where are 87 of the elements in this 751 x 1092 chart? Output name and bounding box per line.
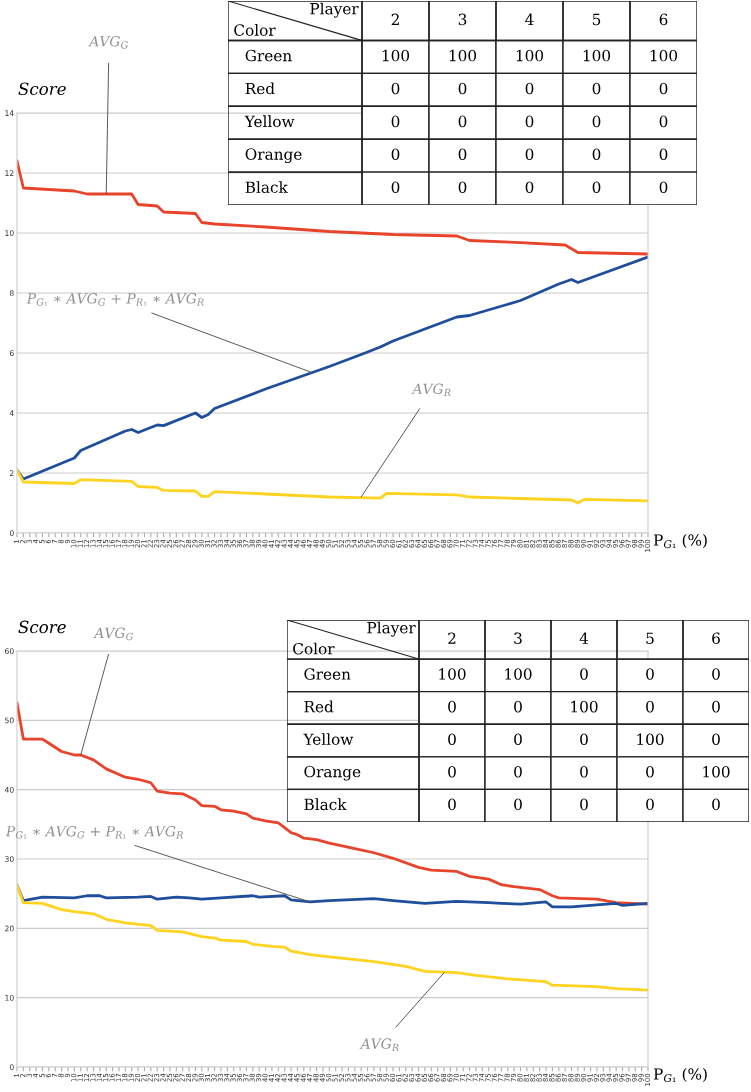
x-tick-label: 2 <box>391 13 399 25</box>
data-label: 0 <box>448 766 456 778</box>
data-label: 100 <box>505 668 532 680</box>
data-label: 0 <box>580 668 588 680</box>
data-label: 100 <box>439 668 466 680</box>
data-label: 0 <box>592 181 601 193</box>
x-tick-label: 4 <box>579 632 589 644</box>
x-axis-title: P$_{G₁}$ (%) <box>653 1067 707 1083</box>
annotation: AVG$_{G}$ <box>88 36 128 49</box>
x-tick-label: 3 <box>514 632 522 644</box>
y-axis-title: Color <box>293 642 335 655</box>
annotation: P$_{G₁}$ ∗ AVG$_{G}$ + P$_{R₁}$ ∗ AVG$_{R}$ <box>26 293 204 306</box>
data-label: 0 <box>580 733 588 745</box>
data-label: 0 <box>592 82 601 95</box>
data-label: 0 <box>514 700 522 713</box>
data-label: 0 <box>580 798 588 811</box>
data-label: 100 <box>650 49 678 62</box>
data-label: 0 <box>646 798 654 811</box>
data-label: 0 <box>514 766 522 778</box>
y-tick-label: Green <box>304 668 351 680</box>
annotation: AVG$_{G}$ <box>93 627 133 641</box>
y-tick-label: Green <box>245 49 292 62</box>
data-label: 0 <box>659 82 668 95</box>
data-label: 0 <box>712 733 720 745</box>
data-label: 0 <box>646 766 654 778</box>
x-tick-label: 5 <box>592 13 601 26</box>
x-tick-label: 3 <box>458 13 467 26</box>
line-series <box>17 883 648 992</box>
data-label: 0 <box>659 115 668 128</box>
y-tick-label: Black <box>304 798 347 811</box>
data-label: 0 <box>659 148 668 161</box>
data-label: 100 <box>571 700 598 713</box>
y-tick-label: Black <box>245 181 288 193</box>
x-tick-label: 4 <box>525 13 534 25</box>
data-label: 0 <box>458 115 467 128</box>
data-label: 0 <box>391 181 400 193</box>
data-label: 0 <box>391 115 400 128</box>
data-label: 0 <box>448 798 456 811</box>
data-label: 0 <box>448 700 456 713</box>
data-label: 100 <box>382 49 410 62</box>
data-label: 0 <box>514 733 522 745</box>
data-label: 100 <box>637 733 664 745</box>
data-label: 100 <box>703 766 730 778</box>
x-axis-title: Player <box>310 2 359 18</box>
data-label: 0 <box>391 82 400 95</box>
data-label: 0 <box>448 733 456 745</box>
data-label: 0 <box>646 700 654 713</box>
data-label: 100 <box>449 49 477 62</box>
data-label: 0 <box>712 668 720 680</box>
y-axis-title: Score <box>18 620 66 634</box>
y-tick-label: Orange <box>245 148 302 164</box>
x-axis-title: Player <box>367 621 416 637</box>
annotation: AVG$_{R}$ <box>359 1038 399 1051</box>
y-tick-label: Yellow <box>303 733 354 745</box>
data-label: 0 <box>580 766 588 778</box>
y-tick-label: Yellow <box>244 115 295 128</box>
annotation: P$_{G₁}$ ∗ AVG$_{G}$ + P$_{R₁}$ ∗ AVG$_{R}$ <box>5 825 184 839</box>
y-tick-label: Red <box>304 700 334 713</box>
x-tick-label: 5 <box>646 632 654 644</box>
data-label: 0 <box>525 82 534 95</box>
line-series <box>17 255 648 481</box>
x-tick-label: 2 <box>448 632 456 644</box>
data-label: 0 <box>525 148 534 161</box>
line-series <box>17 468 648 505</box>
data-label: 100 <box>516 49 544 62</box>
y-tick-label: Orange <box>304 765 361 781</box>
data-label: 0 <box>712 700 720 713</box>
data-label: 0 <box>391 148 400 161</box>
data-label: 0 <box>659 181 668 193</box>
data-label: 0 <box>646 668 654 680</box>
data-label: 0 <box>592 148 601 161</box>
data-label: 100 <box>583 49 611 62</box>
data-label: 0 <box>525 115 534 128</box>
annotation: AVG$_{R}$ <box>411 383 451 396</box>
data-label: 0 <box>458 181 467 193</box>
data-label: 0 <box>525 181 534 193</box>
y-axis-title: Score <box>18 82 66 96</box>
y-axis-title: Color <box>234 24 276 36</box>
x-tick-label: 6 <box>712 632 720 644</box>
data-label: 0 <box>458 82 467 95</box>
x-axis-title: P$_{G₁}$ (%) <box>653 534 707 549</box>
y-tick-label: Red <box>245 82 275 95</box>
x-tick-label: 6 <box>659 13 668 26</box>
data-label: 0 <box>458 148 467 161</box>
data-label: 0 <box>514 798 522 811</box>
data-label: 0 <box>712 798 720 811</box>
data-label: 0 <box>592 115 601 128</box>
